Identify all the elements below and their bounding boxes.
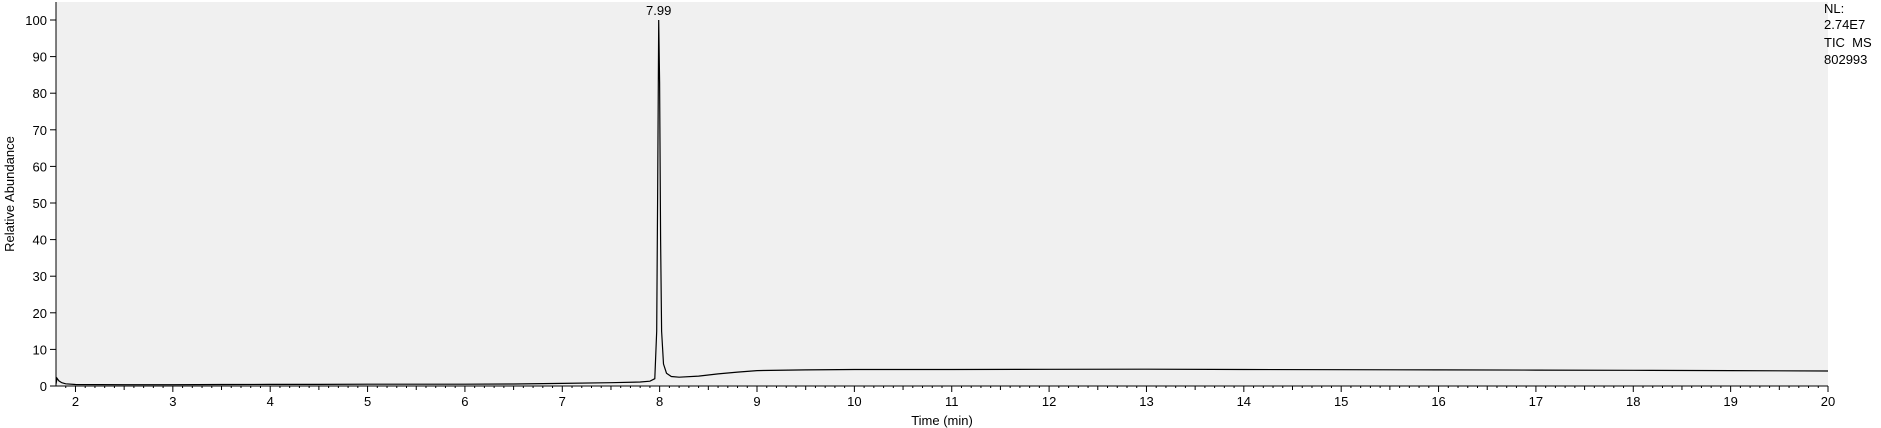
normalization-label: NL: bbox=[1824, 1, 1845, 16]
y-tick-label: 40 bbox=[33, 233, 47, 248]
y-tick-label: 0 bbox=[40, 379, 47, 394]
scan-type-label: TIC MS bbox=[1824, 35, 1872, 50]
x-tick-label: 17 bbox=[1529, 394, 1543, 409]
x-tick-label: 19 bbox=[1723, 394, 1737, 409]
sample-id: 802993 bbox=[1824, 52, 1868, 67]
x-tick-label: 14 bbox=[1237, 394, 1251, 409]
x-tick-label: 4 bbox=[267, 394, 274, 409]
x-tick-label: 20 bbox=[1821, 394, 1835, 409]
x-tick-label: 10 bbox=[847, 394, 861, 409]
y-tick-label: 100 bbox=[25, 13, 47, 28]
y-tick-label: 10 bbox=[33, 342, 47, 357]
x-tick-label: 7 bbox=[559, 394, 566, 409]
x-axis: 2 3 4 5 6 7 8 9 10 11 12 13 14 15 16 17 18 19 20 bbox=[65, 386, 1835, 409]
x-tick-label: 12 bbox=[1042, 394, 1056, 409]
x-tick-label: 11 bbox=[945, 394, 959, 409]
x-tick-label: 2 bbox=[72, 394, 79, 409]
x-tick-label: 5 bbox=[364, 394, 371, 409]
y-tick-label: 30 bbox=[33, 269, 47, 284]
y-tick-label: 90 bbox=[33, 50, 47, 65]
y-tick-label: 70 bbox=[33, 123, 47, 138]
tic-trace-line bbox=[55, 19, 1829, 386]
x-tick-label: 15 bbox=[1334, 394, 1348, 409]
y-axis-title: Relative Abundance bbox=[2, 136, 17, 252]
y-tick-label: 80 bbox=[33, 86, 47, 101]
y-tick-label: 60 bbox=[33, 159, 47, 174]
x-tick-label: 6 bbox=[461, 394, 468, 409]
plot-area bbox=[56, 2, 1828, 386]
peak-label: 7.99 bbox=[646, 3, 671, 18]
y-axis: 0 10 20 30 40 50 60 70 80 90 100 bbox=[25, 13, 56, 394]
x-tick-label: 9 bbox=[753, 394, 760, 409]
normalization-value: 2.74E7 bbox=[1824, 17, 1866, 32]
x-tick-label: 8 bbox=[656, 394, 663, 409]
x-tick-label: 16 bbox=[1431, 394, 1445, 409]
x-tick-label: 3 bbox=[169, 394, 176, 409]
y-tick-label: 50 bbox=[33, 196, 47, 211]
x-axis-title: Time (min) bbox=[911, 413, 973, 428]
x-tick-label: 13 bbox=[1139, 394, 1153, 409]
x-tick-label: 18 bbox=[1626, 394, 1640, 409]
y-tick-label: 20 bbox=[33, 306, 47, 321]
